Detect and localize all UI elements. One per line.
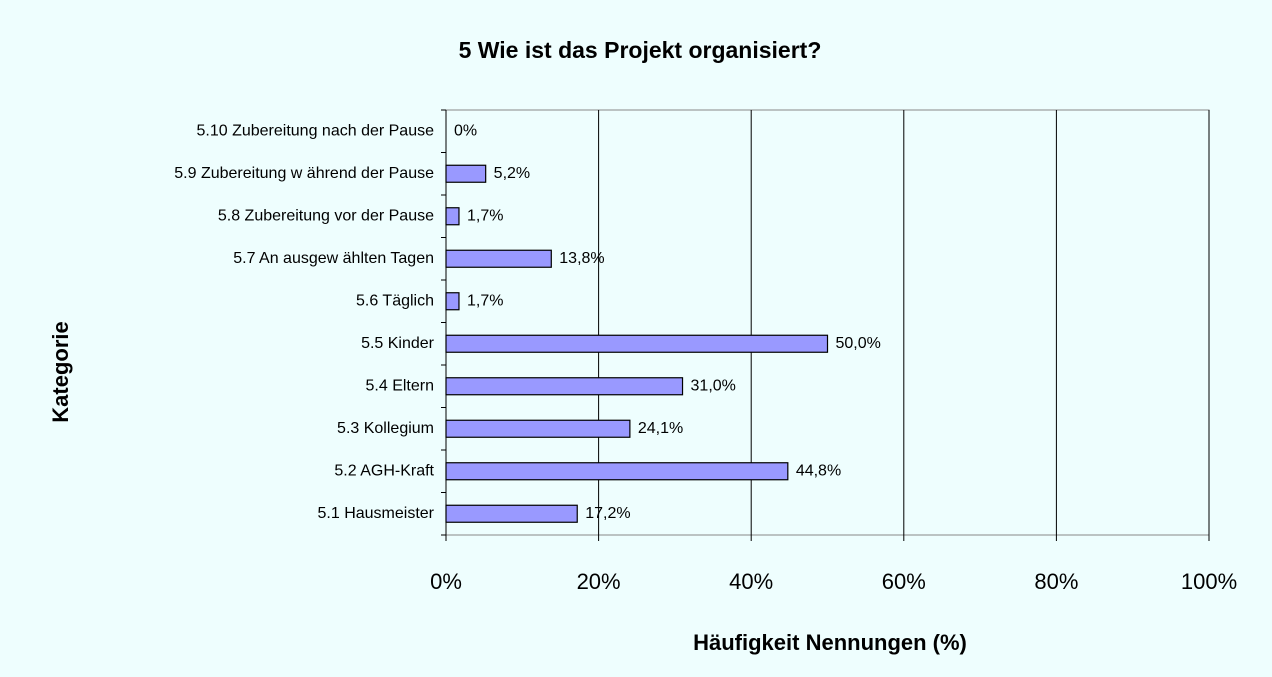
bar (445, 292, 460, 311)
bar (445, 249, 552, 268)
data-label: 24,1% (638, 420, 683, 437)
y-tick-label: 5.6 Täglich (356, 292, 434, 309)
x-axis-title: Häufigkeit Nennungen (%) (693, 630, 967, 655)
data-label: 0% (454, 122, 477, 139)
y-tick-label: 5.8 Zubereitung vor der Pause (218, 207, 434, 224)
bar (445, 419, 631, 438)
bar (445, 462, 789, 481)
y-tick-label: 5.4 Eltern (366, 377, 434, 394)
bar (445, 377, 684, 396)
data-label: 50,0% (836, 335, 881, 352)
x-tick-label: 40% (729, 569, 773, 594)
y-tick-label: 5.10 Zubereitung nach der Pause (197, 122, 435, 139)
bar (445, 504, 578, 523)
bar (445, 207, 460, 226)
x-tick-label: 0% (430, 569, 462, 594)
y-tick-label: 5.2 AGH-Kraft (334, 462, 434, 479)
data-label: 1,7% (467, 292, 503, 309)
bar (445, 334, 829, 353)
data-label: 31,0% (691, 377, 736, 394)
chart-title: 5 Wie ist das Projekt organisiert? (459, 37, 822, 63)
data-label: 5,2% (494, 165, 530, 182)
x-tick-label: 100% (1181, 569, 1237, 594)
y-tick-label: 5.9 Zubereitung w ährend der Pause (174, 165, 434, 182)
data-label: 13,8% (559, 250, 604, 267)
bar (445, 164, 487, 183)
data-label: 17,2% (585, 505, 630, 522)
data-label: 1,7% (467, 207, 503, 224)
x-tick-label: 60% (882, 569, 926, 594)
y-tick-label: 5.7 An ausgew ählten Tagen (233, 250, 434, 267)
data-label: 44,8% (796, 462, 841, 479)
y-tick-label: 5.3 Kollegium (337, 420, 434, 437)
y-tick-label: 5.1 Hausmeister (318, 505, 435, 522)
y-tick-label: 5.5 Kinder (361, 335, 435, 352)
x-tick-label: 20% (577, 569, 621, 594)
y-axis-title: Kategorie (48, 321, 73, 422)
x-tick-label: 80% (1034, 569, 1078, 594)
